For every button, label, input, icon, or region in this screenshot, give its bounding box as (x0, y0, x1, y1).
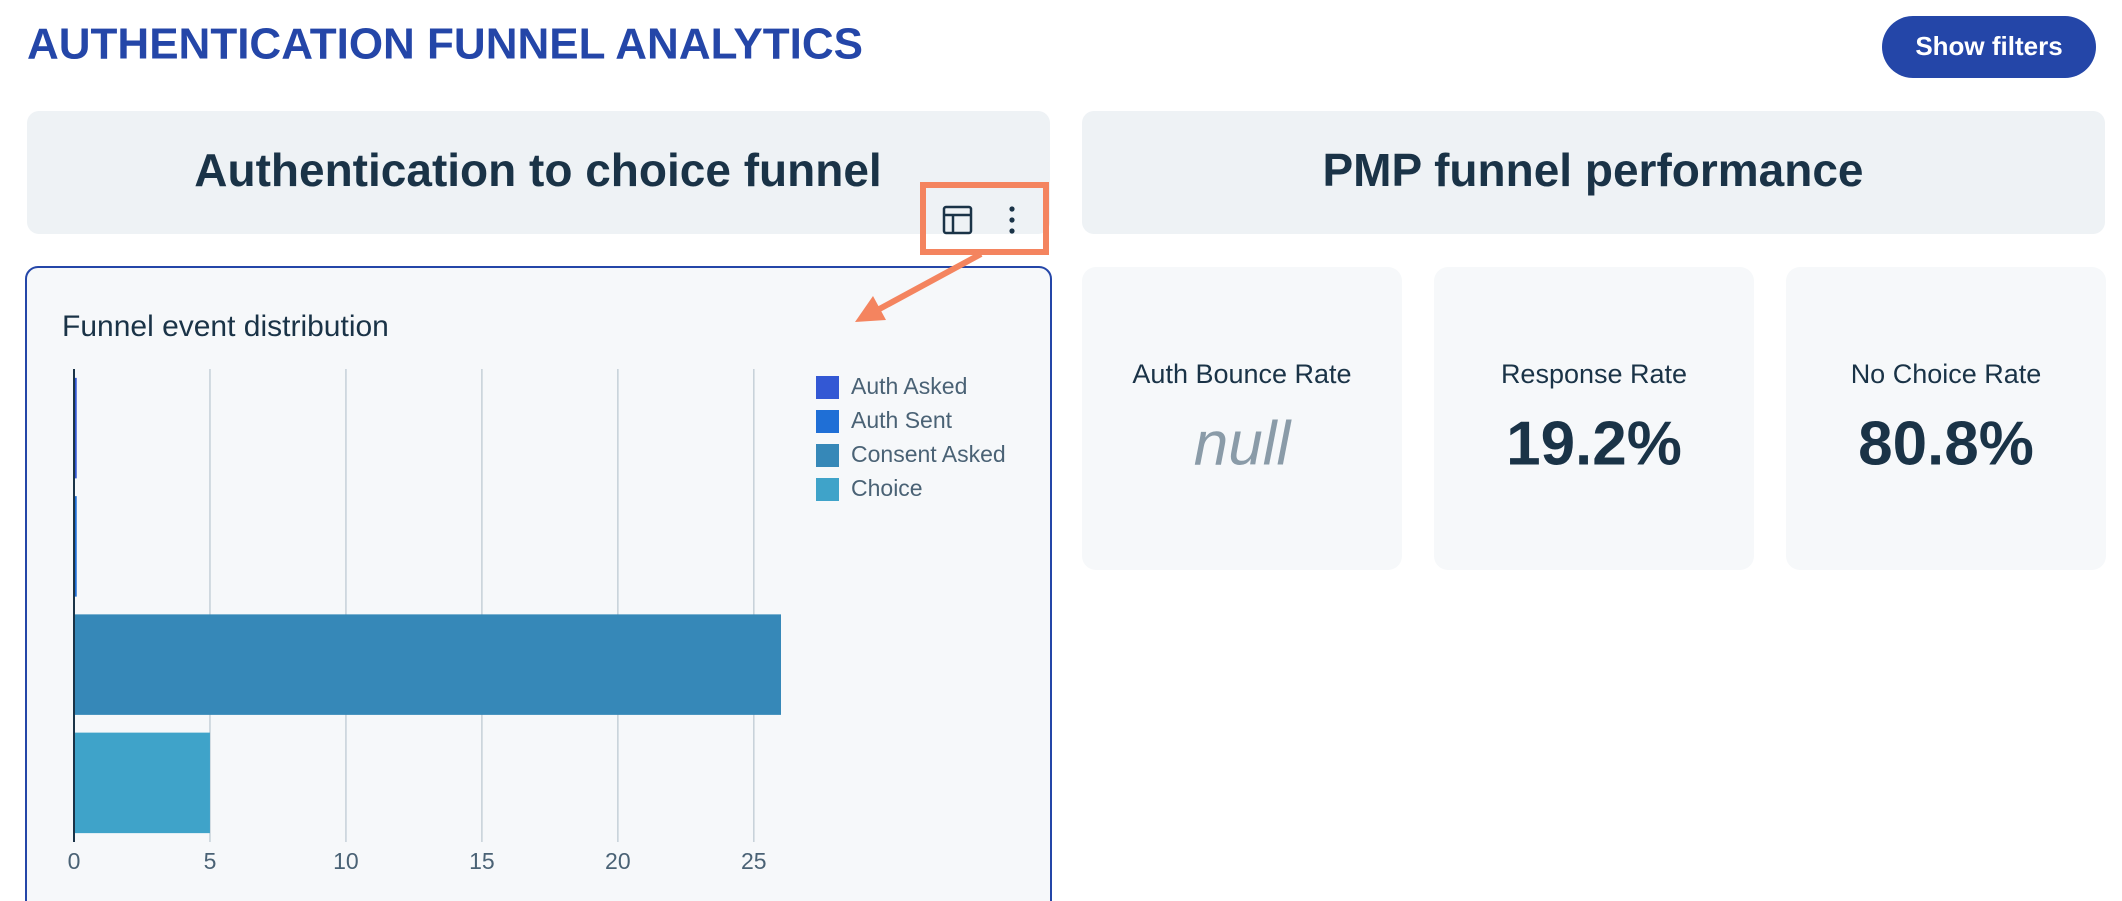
legend-swatch (816, 478, 839, 501)
x-tick-label: 20 (605, 848, 631, 874)
table-icon[interactable] (942, 205, 973, 235)
panel-header (27, 111, 1050, 234)
legend-label: Auth Sent (851, 407, 953, 433)
kpi-label: Response Rate (1501, 359, 1687, 389)
kpi-label: No Choice Rate (1851, 359, 2042, 389)
kpi-row: Auth Bounce Rate null Response Rate 19.2% No… (1082, 267, 2106, 570)
annotation-arrow (855, 251, 983, 322)
page-title: AUTHENTICATION FUNNEL ANALYTICS (27, 20, 863, 69)
filters-button-label[interactable]: Show filters (1915, 31, 2062, 61)
bar (74, 496, 77, 597)
chart-title: Funnel event distribution (62, 310, 389, 343)
panel-header (1082, 111, 2105, 234)
x-tick-label: 10 (333, 848, 359, 874)
x-tick-label: 25 (741, 848, 767, 874)
chart-card (25, 266, 1052, 901)
kpi-card (1786, 267, 2106, 570)
kpi-value: null (1194, 409, 1293, 478)
bar (74, 732, 210, 834)
highlight-box (920, 182, 1049, 255)
panel-title: Authentication to choice funnel (194, 144, 881, 196)
kpi-label: Auth Bounce Rate (1132, 359, 1351, 389)
legend-swatch (816, 376, 839, 399)
x-tick-label: 15 (469, 848, 495, 874)
legend-swatch (816, 410, 839, 433)
kpi-value: 80.8% (1858, 409, 2034, 478)
bar (74, 614, 781, 715)
legend-swatch (816, 444, 839, 467)
kpi-value: 19.2% (1506, 409, 1682, 478)
filters-button[interactable] (1882, 16, 2096, 78)
x-tick-label: 5 (204, 848, 217, 874)
legend-label: Choice (851, 475, 923, 501)
legend-label: Consent Asked (851, 441, 1006, 467)
x-tick-label: 0 (68, 848, 81, 874)
kpi-card (1082, 267, 1402, 570)
more-icon[interactable] (1009, 206, 1015, 234)
panel-title: PMP funnel performance (1322, 144, 1863, 196)
legend-label: Auth Asked (851, 373, 967, 399)
plot: 0 5 10 15 20 25 Auth Asked Auth Sent Consent Ask… (68, 369, 1006, 874)
kpi-card (1434, 267, 1754, 570)
bar (74, 377, 77, 479)
